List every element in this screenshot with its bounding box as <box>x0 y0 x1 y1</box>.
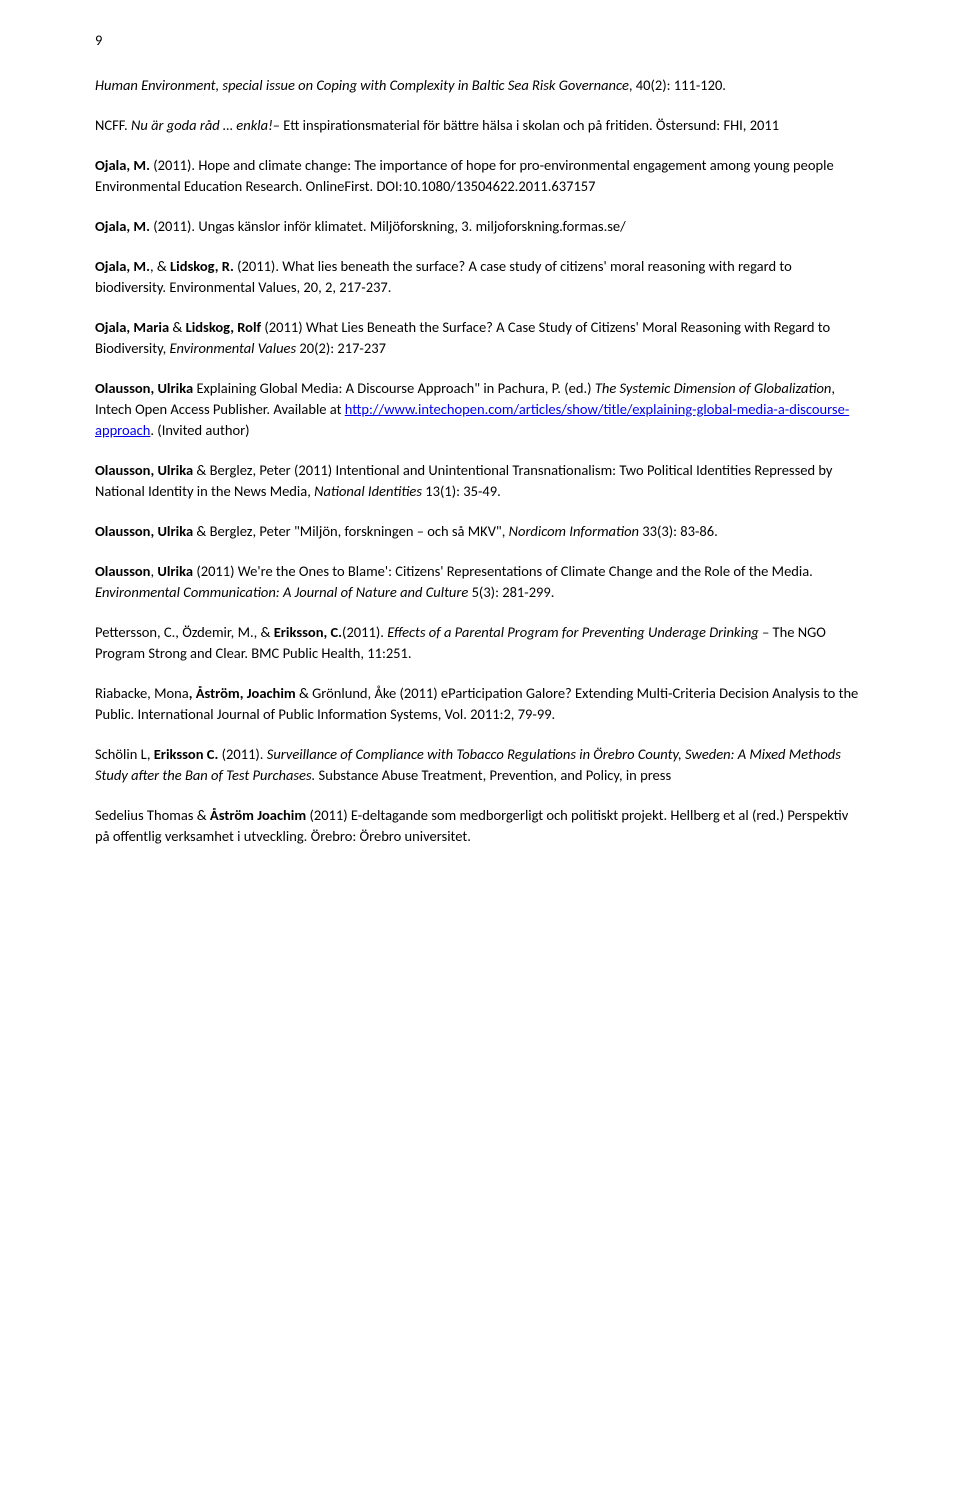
reference-text: 33(3): 83-86. <box>639 522 718 540</box>
reference-text: Olausson, Ulrika <box>95 461 193 479</box>
reference-text: Eriksson C. <box>154 745 219 763</box>
reference-entry: Ojala, M. (2011). Ungas känslor inför kl… <box>95 216 865 237</box>
reference-entry: Olausson, Ulrika (2011) We're the Ones t… <box>95 561 865 603</box>
reference-text: (2011). <box>342 623 387 641</box>
reference-text: & <box>169 318 185 336</box>
reference-text: 13(1): 35-49. <box>422 482 501 500</box>
reference-text: Eriksson, C. <box>274 623 342 641</box>
reference-text: Olausson, Ulrika <box>95 379 196 397</box>
reference-text: Lidskog, R. <box>170 257 234 275</box>
reference-text: Pettersson, C., Özdemir, M., & <box>95 623 274 641</box>
reference-entry: Riabacke, Mona, Åström, Joachim & Grönlu… <box>95 683 865 725</box>
reference-entry: Sedelius Thomas & Åström Joachim (2011) … <box>95 805 865 847</box>
reference-entry: Olausson, Ulrika Explaining Global Media… <box>95 378 865 441</box>
reference-text: Åström Joachim <box>210 806 306 824</box>
reference-text: Nu är goda råd … enkla! <box>131 116 273 134</box>
reference-text: . (Invited author) <box>150 421 249 439</box>
reference-text: Sedelius Thomas & <box>95 806 210 824</box>
reference-entry: Ojala, M. (2011). Hope and climate chang… <box>95 155 865 197</box>
reference-text: Explaining Global Media: A Discourse App… <box>196 379 594 397</box>
reference-entry: Ojala, M., & Lidskog, R. (2011). What li… <box>95 256 865 298</box>
page-number: 9 <box>95 30 102 51</box>
reference-entry: NCFF. Nu är goda råd … enkla!– Ett inspi… <box>95 115 865 136</box>
reference-text: , & <box>150 257 170 275</box>
reference-text: Environmental Values <box>170 339 297 357</box>
reference-text: (2011). <box>218 745 266 763</box>
reference-text: Ulrika <box>157 562 193 580</box>
reference-text: (2011). Hope and climate change: The imp… <box>95 156 834 195</box>
reference-text: Lidskog, Rolf <box>186 318 262 336</box>
reference-text: Schölin L, <box>95 745 154 763</box>
reference-text: & Berglez, Peter "Miljön, forskningen – … <box>193 522 509 540</box>
reference-text: Nordicom Information <box>509 522 639 540</box>
reference-text: Ojala, M. <box>95 217 150 235</box>
reference-text: Ojala, Maria <box>95 318 169 336</box>
reference-entry: Ojala, Maria & Lidskog, Rolf (2011) What… <box>95 317 865 359</box>
reference-text: Riabacke, Mona <box>95 684 189 702</box>
reference-text: , 40(2): 111-120. <box>629 76 726 94</box>
reference-text: Effects of a Parental Program for Preven… <box>387 623 772 641</box>
reference-text: (2011). Ungas känslor inför klimatet. Mi… <box>150 217 626 235</box>
document-page: 9 Human Environment, special issue on Co… <box>0 0 960 1497</box>
reference-text: Human Environment, special issue on Copi… <box>95 76 629 94</box>
reference-entry: Olausson, Ulrika & Berglez, Peter (2011)… <box>95 460 865 502</box>
reference-text: NCFF. <box>95 116 131 134</box>
reference-text: Substance Abuse Treatment, Prevention, a… <box>319 766 672 784</box>
reference-text: Ojala, M. <box>95 257 150 275</box>
reference-text: (2011) We're the Ones to Blame': Citizen… <box>193 562 813 580</box>
reference-text: National Identities <box>314 482 422 500</box>
reference-entry: Olausson, Ulrika & Berglez, Peter "Miljö… <box>95 521 865 542</box>
reference-entry: Schölin L, Eriksson C. (2011). Surveilla… <box>95 744 865 786</box>
reference-text: 20(2): 217-237 <box>296 339 386 357</box>
reference-text: Olausson <box>95 562 150 580</box>
reference-text: – Ett inspirationsmaterial för bättre hä… <box>273 116 653 134</box>
reference-text: Ojala, M. <box>95 156 150 174</box>
reference-entry: Human Environment, special issue on Copi… <box>95 75 865 96</box>
reference-text: , Åström, Joachim <box>189 684 296 702</box>
reference-text: Östersund: FHI, 2011 <box>653 116 779 134</box>
reference-entry: Pettersson, C., Özdemir, M., & Eriksson,… <box>95 622 865 664</box>
reference-text: 5(3): 281-299. <box>468 583 554 601</box>
references-list: Human Environment, special issue on Copi… <box>95 75 865 847</box>
reference-text: Olausson, Ulrika <box>95 522 193 540</box>
reference-text: Environmental Communication: A Journal o… <box>95 583 468 601</box>
reference-text: The Systemic Dimension of Globalization <box>595 379 832 397</box>
